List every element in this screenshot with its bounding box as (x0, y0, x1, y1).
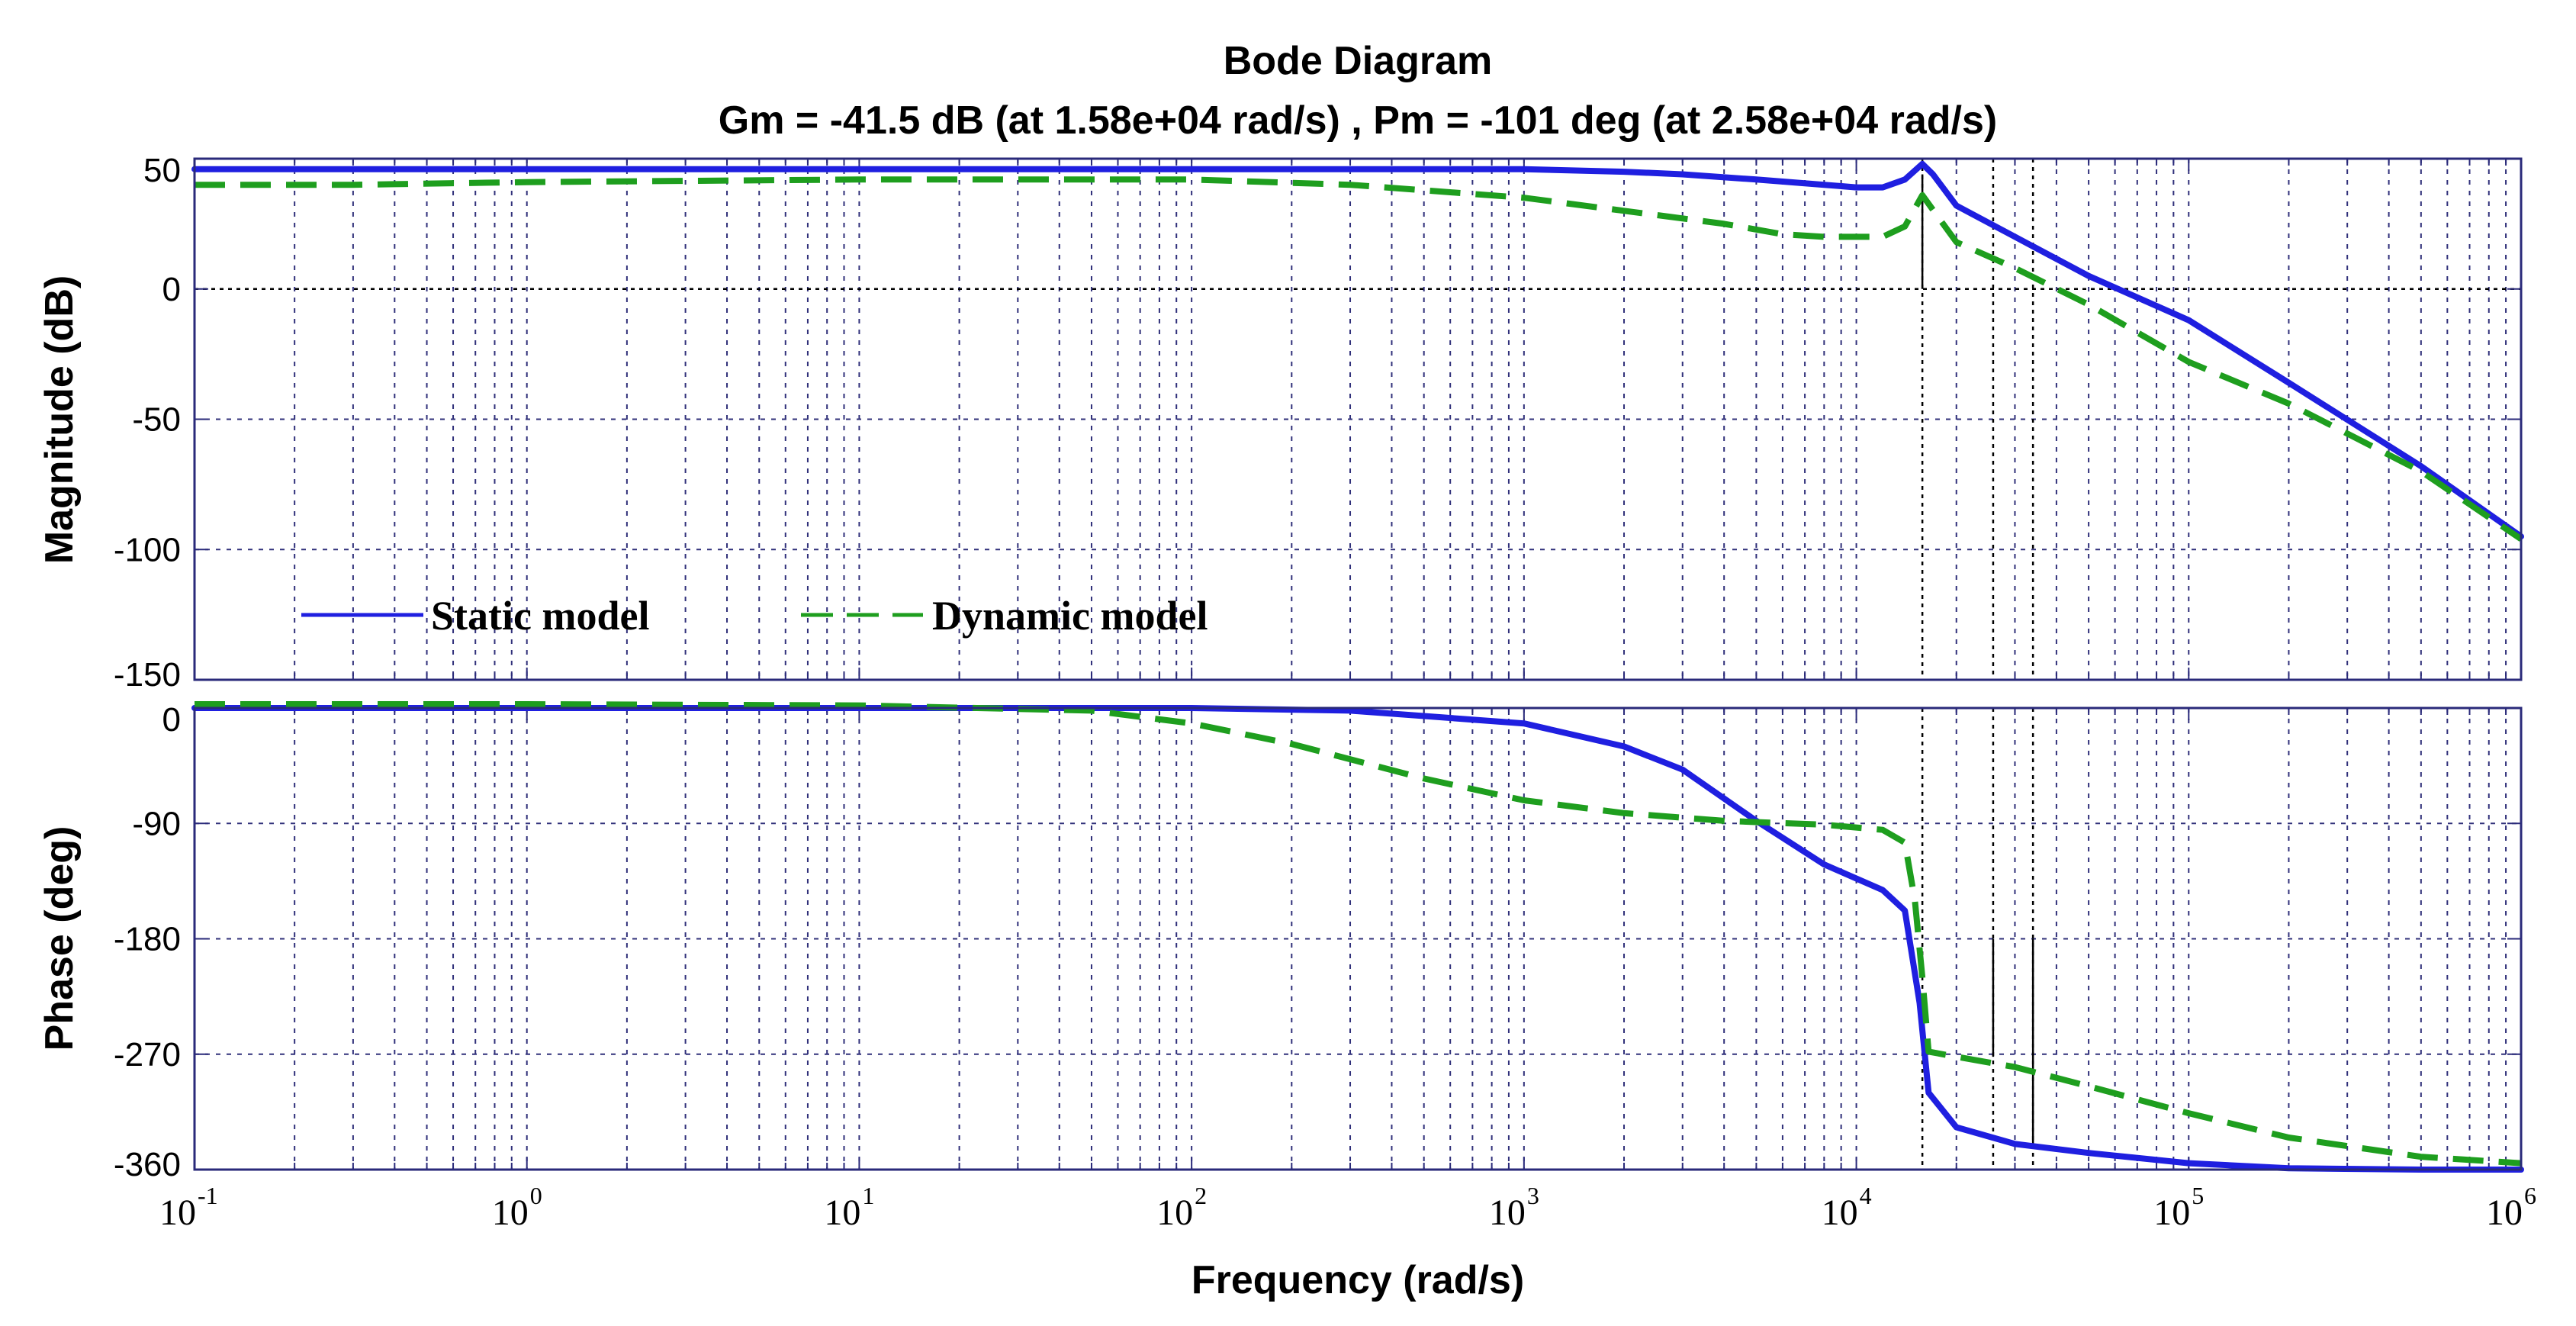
y-tick-label: -270 (114, 1036, 181, 1073)
y-tick-label: -360 (114, 1146, 181, 1183)
legend-static-label: Static model (431, 593, 649, 639)
x-tick-label: 10 -1 (159, 1182, 218, 1233)
x-tick-label: 10 4 (1822, 1182, 1872, 1233)
magnitude-y-ticks: 50 0 -50 -100 -150 (114, 152, 2521, 694)
phase-markers (1921, 708, 2034, 1170)
magnitude-y-label: Magnitude (dB) (37, 275, 82, 564)
x-tick-base: 10 (2486, 1192, 2523, 1233)
x-tick-base: 10 (1822, 1192, 1858, 1233)
x-tick-label: 10 6 (2486, 1182, 2536, 1233)
x-tick-exponent: 2 (1195, 1182, 1207, 1209)
y-tick-label: -90 (132, 805, 181, 842)
x-tick-exponent: -1 (198, 1182, 218, 1209)
y-tick-label: -50 (132, 401, 181, 439)
x-tick-base: 10 (2153, 1192, 2190, 1233)
x-tick-base: 10 (492, 1192, 529, 1233)
y-tick-label: 50 (143, 152, 181, 189)
x-tick-labels: 10 -1 10 0 10 1 10 2 10 3 10 4 10 5 10 6 (159, 1182, 2536, 1233)
magnitude-line-dynamic (195, 176, 2523, 542)
chart-title: Bode Diagram (1224, 39, 1493, 83)
x-tick-exponent: 3 (1527, 1182, 1539, 1209)
y-tick-label: -100 (114, 531, 181, 568)
phase-line-dynamic (195, 701, 2522, 1167)
x-axis-label: Frequency (rad/s) (1192, 1258, 1524, 1302)
x-tick-label: 10 2 (1156, 1182, 1207, 1233)
phase-grid (195, 708, 2521, 1170)
phase-series (191, 701, 2524, 1173)
y-tick-label: -150 (114, 656, 181, 694)
phase-panel: 0 -90 -180 -270 -360 Phase (deg) (37, 701, 2524, 1183)
legend-dynamic-label: Dynamic model (932, 593, 1208, 639)
x-tick-label: 10 0 (492, 1182, 542, 1233)
x-tick-label: 10 3 (1489, 1182, 1539, 1233)
x-tick-label: 10 1 (824, 1182, 874, 1233)
phase-y-label: Phase (deg) (37, 826, 82, 1051)
y-tick-label: 0 (162, 701, 181, 739)
chart-subtitle: Gm = -41.5 dB (at 1.58e+04 rad/s) , Pm =… (719, 98, 1997, 143)
x-tick-base: 10 (824, 1192, 860, 1233)
x-tick-base: 10 (1156, 1192, 1193, 1233)
phase-y-ticks: 0 -90 -180 -270 -360 (114, 701, 2521, 1183)
x-tick-base: 10 (1489, 1192, 1526, 1233)
magnitude-line-static (191, 160, 2524, 540)
x-tick-exponent: 1 (862, 1182, 874, 1209)
x-tick-exponent: 4 (1860, 1182, 1872, 1209)
x-tick-exponent: 0 (530, 1182, 542, 1209)
x-tick-label: 10 5 (2153, 1182, 2204, 1233)
y-tick-label: 0 (162, 271, 181, 308)
magnitude-series (191, 160, 2524, 542)
x-tick-exponent: 6 (2524, 1182, 2536, 1209)
y-tick-label: -180 (114, 921, 181, 958)
magnitude-panel: 50 0 -50 -100 -150 Magnitude (dB) Static mod… (37, 152, 2524, 694)
x-tick-base: 10 (159, 1192, 196, 1233)
phase-line-static (191, 705, 2524, 1173)
x-tick-exponent: 5 (2192, 1182, 2204, 1209)
legend: Static model Dynamic model (301, 593, 1208, 639)
